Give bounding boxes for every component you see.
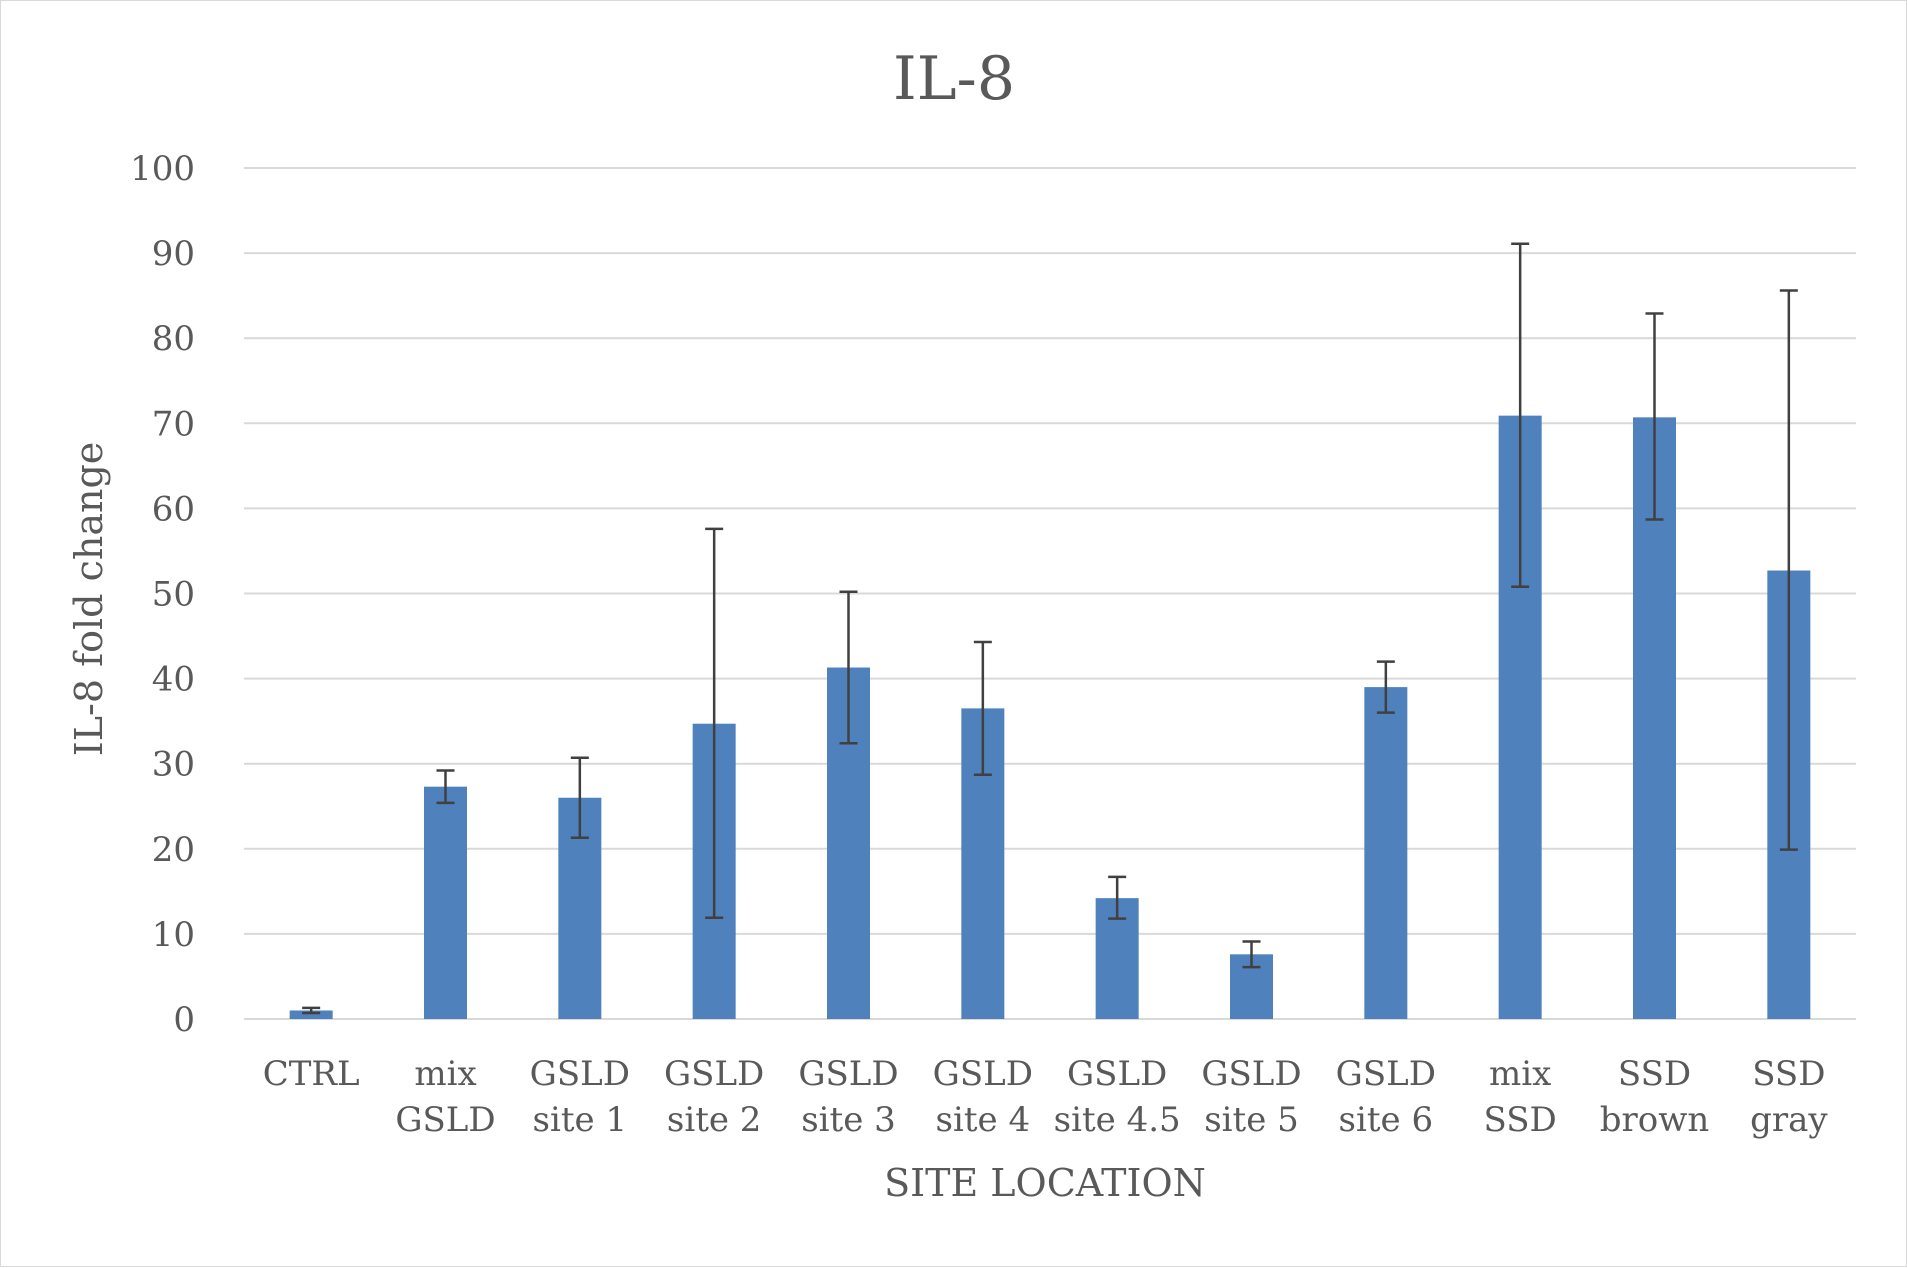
x-tick-label-line: site 5 [1204, 1100, 1299, 1140]
error-bar [1511, 242, 1530, 588]
y-tick-label: 40 [152, 660, 195, 700]
x-tick-label-line: SSD [1752, 1054, 1825, 1094]
bar [289, 1010, 333, 1019]
x-tick-label: GSLD site 5 [1201, 1054, 1301, 1140]
y-axis-ticks: 0 10 20 30 40 50 60 70 80 90 100 [130, 149, 195, 1040]
x-tick-label-line: site 4.5 [1054, 1100, 1181, 1140]
y-tick-label: 50 [152, 575, 195, 615]
x-tick-label-line: GSLD [1336, 1054, 1436, 1094]
x-tick-label-line: site 4 [936, 1100, 1031, 1140]
x-tick-label: CTRL [263, 1054, 360, 1094]
x-tick-label-line: mix [1489, 1054, 1551, 1094]
x-tick-label: GSLD site 3 [798, 1054, 898, 1140]
x-tick-label-line: mix [414, 1054, 476, 1094]
error-bar [1242, 940, 1261, 969]
x-tick-label: GSLD site 4.5 [1054, 1054, 1181, 1140]
x-tick-label-line: gray [1750, 1100, 1828, 1140]
y-axis-title: IL-8 fold change [67, 442, 111, 757]
bar [424, 786, 467, 1019]
x-tick-label-line: site 1 [533, 1100, 628, 1140]
x-tick-label-line: GSLD [664, 1054, 764, 1094]
y-tick-label: 10 [152, 915, 195, 955]
x-tick-label-line: GSLD [530, 1054, 630, 1094]
error-bar [1779, 289, 1798, 851]
x-tick-label-line: site 2 [667, 1100, 762, 1140]
y-tick-label: 90 [152, 234, 195, 274]
y-tick-label: 20 [152, 830, 195, 870]
error-bar [1645, 312, 1664, 521]
error-bar [1376, 660, 1395, 714]
y-tick-label: 80 [152, 319, 195, 359]
gridlines [244, 167, 1856, 1020]
x-tick-label: GSLD site 6 [1336, 1054, 1436, 1140]
bar [1364, 687, 1408, 1019]
x-tick-label: mix GSLD [395, 1054, 495, 1140]
x-tick-label-line: GSLD [798, 1054, 898, 1094]
y-tick-label: 0 [173, 1000, 195, 1040]
x-tick-label-line: GSLD [1067, 1054, 1167, 1094]
x-tick-label-line: SSD [1484, 1100, 1557, 1140]
x-axis-title: SITE LOCATION [884, 1161, 1206, 1205]
x-tick-label-line: SSD [1618, 1054, 1691, 1094]
x-tick-label: GSLD site 2 [664, 1054, 764, 1140]
x-tick-label: SSD brown [1600, 1054, 1710, 1140]
bars [289, 415, 1811, 1019]
x-tick-label: GSLD site 1 [530, 1054, 630, 1140]
x-tick-label: SSD gray [1750, 1054, 1828, 1140]
error-bars [302, 242, 1798, 1015]
y-tick-label: 60 [152, 489, 195, 529]
x-tick-label-line: CTRL [263, 1054, 360, 1094]
y-tick-label: 30 [152, 745, 195, 785]
x-axis-ticks: CTRL mix GSLD GSLD site 1 GSLD site 2 GSLD site … [263, 1054, 1829, 1140]
x-tick-label-line: brown [1600, 1100, 1710, 1140]
x-tick-label: mix SSD [1484, 1054, 1557, 1140]
x-tick-label-line: site 6 [1339, 1100, 1434, 1140]
chart-title: IL-8 [893, 44, 1015, 114]
y-tick-label: 70 [152, 404, 195, 444]
error-bar [302, 1006, 321, 1015]
x-tick-label-line: GSLD [395, 1100, 495, 1140]
x-tick-label-line: site 3 [801, 1100, 896, 1140]
error-bar [705, 527, 724, 919]
y-tick-label: 100 [130, 149, 195, 189]
x-tick-label-line: GSLD [1201, 1054, 1301, 1094]
error-bar [1108, 875, 1127, 920]
x-tick-label: GSLD site 4 [933, 1054, 1033, 1140]
error-bar [839, 590, 858, 745]
error-bar [973, 640, 992, 777]
error-bar [570, 756, 589, 839]
error-bar [436, 769, 455, 805]
x-tick-label-line: GSLD [933, 1054, 1033, 1094]
